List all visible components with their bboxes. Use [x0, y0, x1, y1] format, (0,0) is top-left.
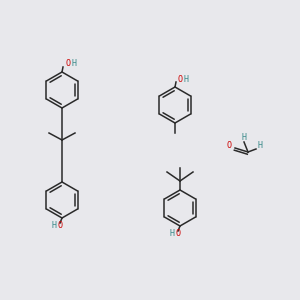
Text: H: H — [257, 142, 262, 151]
Text: H: H — [52, 221, 57, 230]
Text: O: O — [176, 230, 181, 238]
Text: O: O — [58, 221, 63, 230]
Text: H: H — [72, 59, 77, 68]
Text: O: O — [177, 74, 182, 83]
Text: H: H — [170, 230, 175, 238]
Text: O: O — [66, 59, 71, 68]
Text: H: H — [242, 133, 247, 142]
Text: H: H — [183, 74, 188, 83]
Text: O: O — [226, 142, 232, 151]
